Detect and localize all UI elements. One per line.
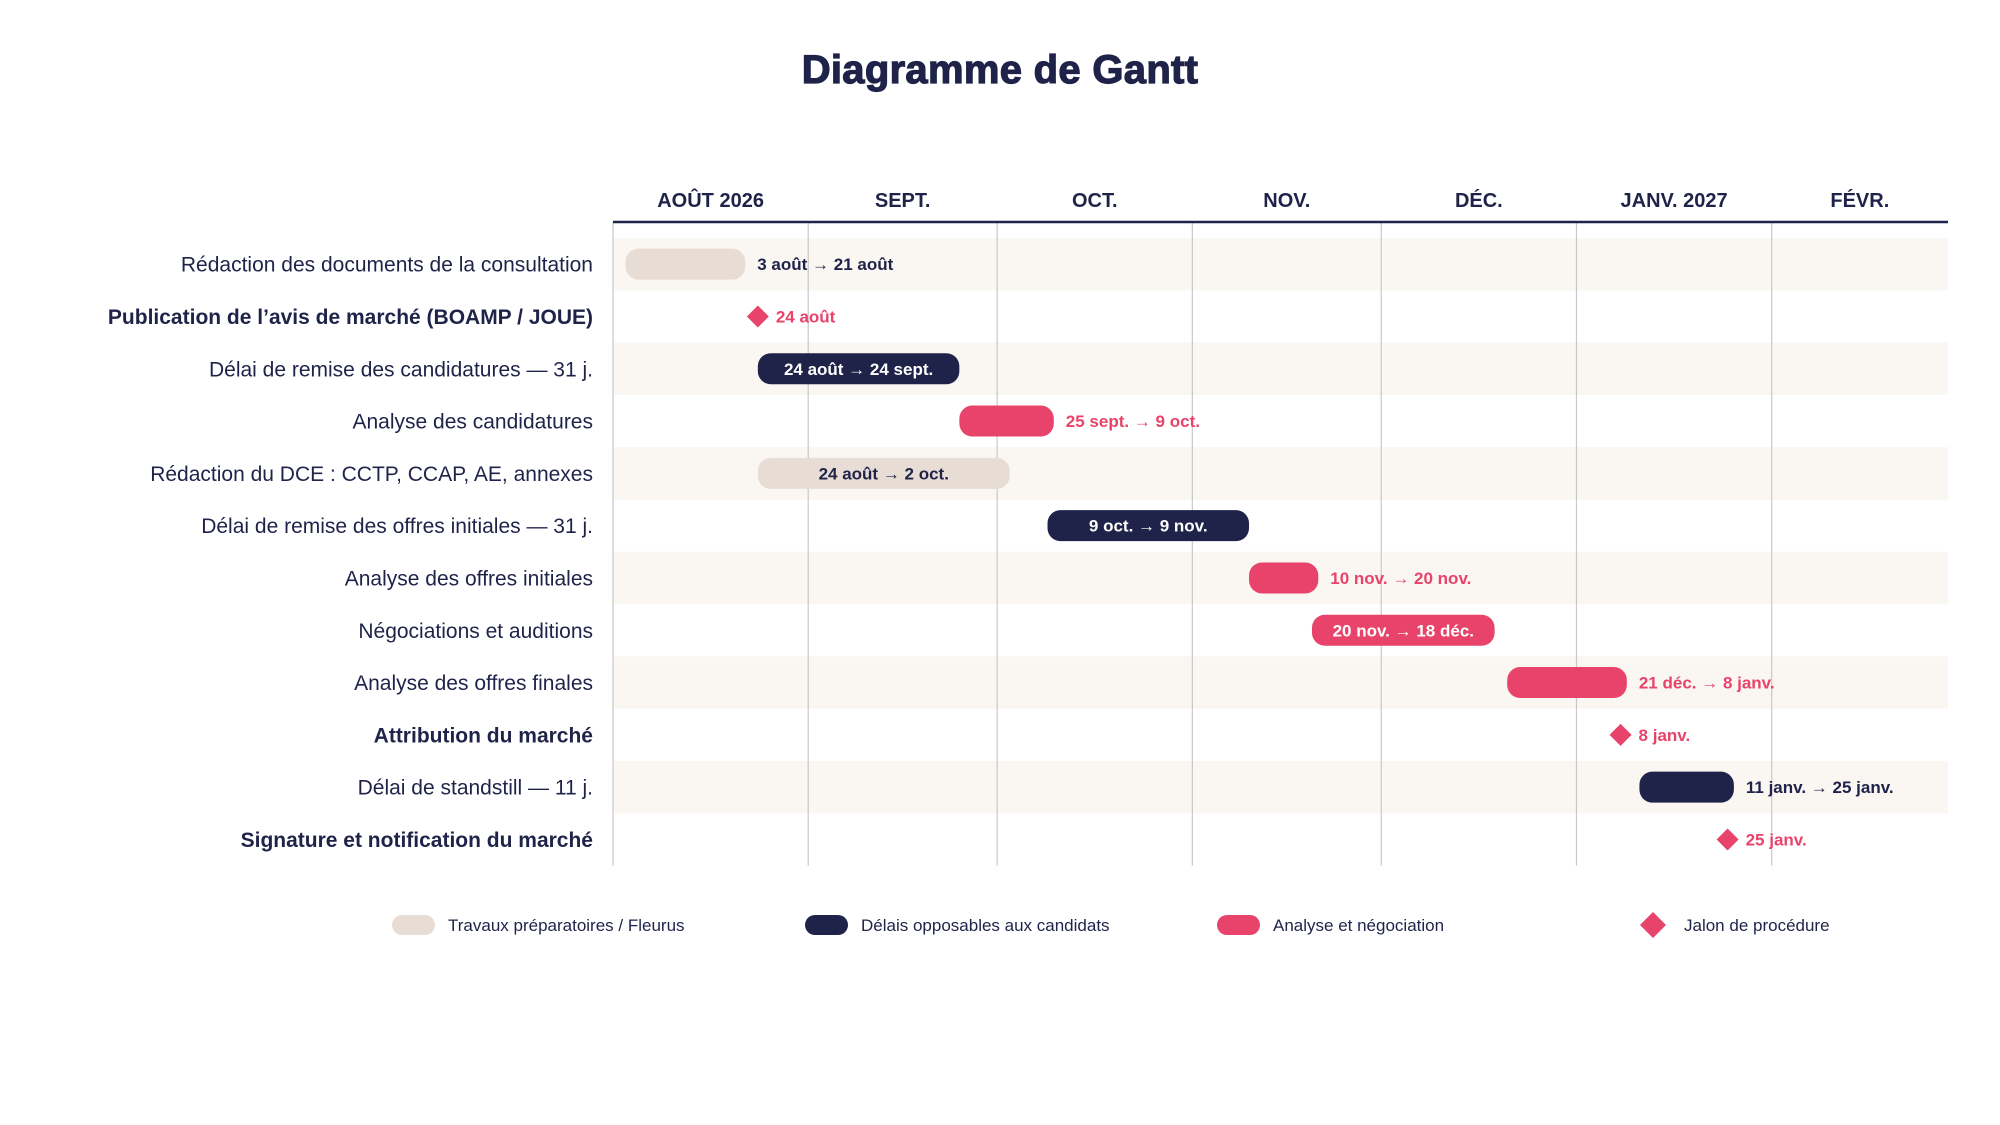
task-bar — [959, 405, 1054, 437]
legend-item: Délais opposables aux candidats — [805, 915, 1110, 935]
milestone-date-label: 8 janv. — [1639, 726, 1691, 745]
month-label: AOÛT 2026 — [657, 188, 764, 212]
legend-swatch — [1217, 915, 1260, 935]
milestone-marker — [1609, 723, 1632, 746]
month-label: SEPT. — [875, 190, 931, 212]
task-date-label: 24 août → 24 sept. — [784, 360, 933, 379]
task-label: Publication de l’avis de marché (BOAMP /… — [108, 306, 593, 329]
chart-title: Diagramme de Gantt — [801, 47, 1199, 92]
row-band — [613, 238, 1948, 291]
task-date-label: 24 août → 2 oct. — [819, 464, 949, 483]
legend-label: Délais opposables aux candidats — [861, 916, 1110, 935]
legend-label: Analyse et négociation — [1273, 916, 1444, 935]
milestone-marker — [746, 305, 769, 328]
task-label: Délai de standstill — 11 j. — [358, 777, 593, 800]
milestone-marker — [1716, 828, 1739, 851]
task-bar — [625, 248, 746, 280]
task-bar — [1507, 667, 1627, 699]
milestone-date-label: 25 janv. — [1746, 830, 1807, 849]
month-label: NOV. — [1263, 190, 1310, 212]
task-bar — [1639, 771, 1734, 803]
task-label: Analyse des candidatures — [353, 411, 594, 434]
task-date-label: 20 nov. → 18 déc. — [1333, 621, 1474, 640]
legend-label: Jalon de procédure — [1684, 916, 1830, 935]
task-label: Analyse des offres finales — [354, 672, 593, 695]
task-label: Analyse des offres initiales — [345, 567, 593, 590]
task-date-label: 21 déc. → 8 janv. — [1639, 674, 1775, 693]
task-label: Délai de remise des offres initiales — 3… — [201, 515, 593, 538]
legend-item: Jalon de procédure — [1640, 912, 1830, 938]
task-bar — [1249, 562, 1319, 594]
task-bar — [757, 353, 960, 385]
task-label: Attribution du marché — [374, 724, 593, 747]
legend-item: Analyse et négociation — [1217, 915, 1444, 935]
task-date-label: 11 janv. → 25 janv. — [1746, 778, 1894, 797]
task-label: Rédaction du DCE : CCTP, CCAP, AE, annex… — [150, 463, 593, 486]
task-date-label: 3 août → 21 août — [757, 255, 893, 274]
month-label: DÉC. — [1455, 189, 1503, 212]
task-bar — [1047, 510, 1250, 542]
task-label: Délai de remise des candidatures — 31 j. — [209, 358, 593, 381]
task-date-label: 10 nov. → 20 nov. — [1330, 569, 1471, 588]
legend-swatch — [392, 915, 435, 935]
task-label: Signature et notification du marché — [241, 829, 593, 852]
milestone-date-label: 24 août — [776, 307, 836, 326]
legend-swatch-milestone — [1640, 912, 1666, 938]
task-bar — [757, 457, 1010, 489]
month-label: OCT. — [1072, 190, 1118, 212]
row-band — [613, 656, 1948, 709]
month-label: FÉVR. — [1830, 189, 1889, 212]
month-label: JANV. 2027 — [1621, 190, 1728, 212]
task-date-label: 25 sept. → 9 oct. — [1066, 412, 1200, 431]
task-label: Négociations et auditions — [358, 620, 593, 643]
legend-item: Travaux préparatoires / Fleurus — [392, 915, 685, 935]
task-label: Rédaction des documents de la consultati… — [181, 254, 593, 277]
legend-label: Travaux préparatoires / Fleurus — [448, 916, 685, 935]
task-date-label: 9 oct. → 9 nov. — [1089, 517, 1208, 536]
legend-swatch — [805, 915, 848, 935]
task-bar — [1311, 614, 1495, 646]
